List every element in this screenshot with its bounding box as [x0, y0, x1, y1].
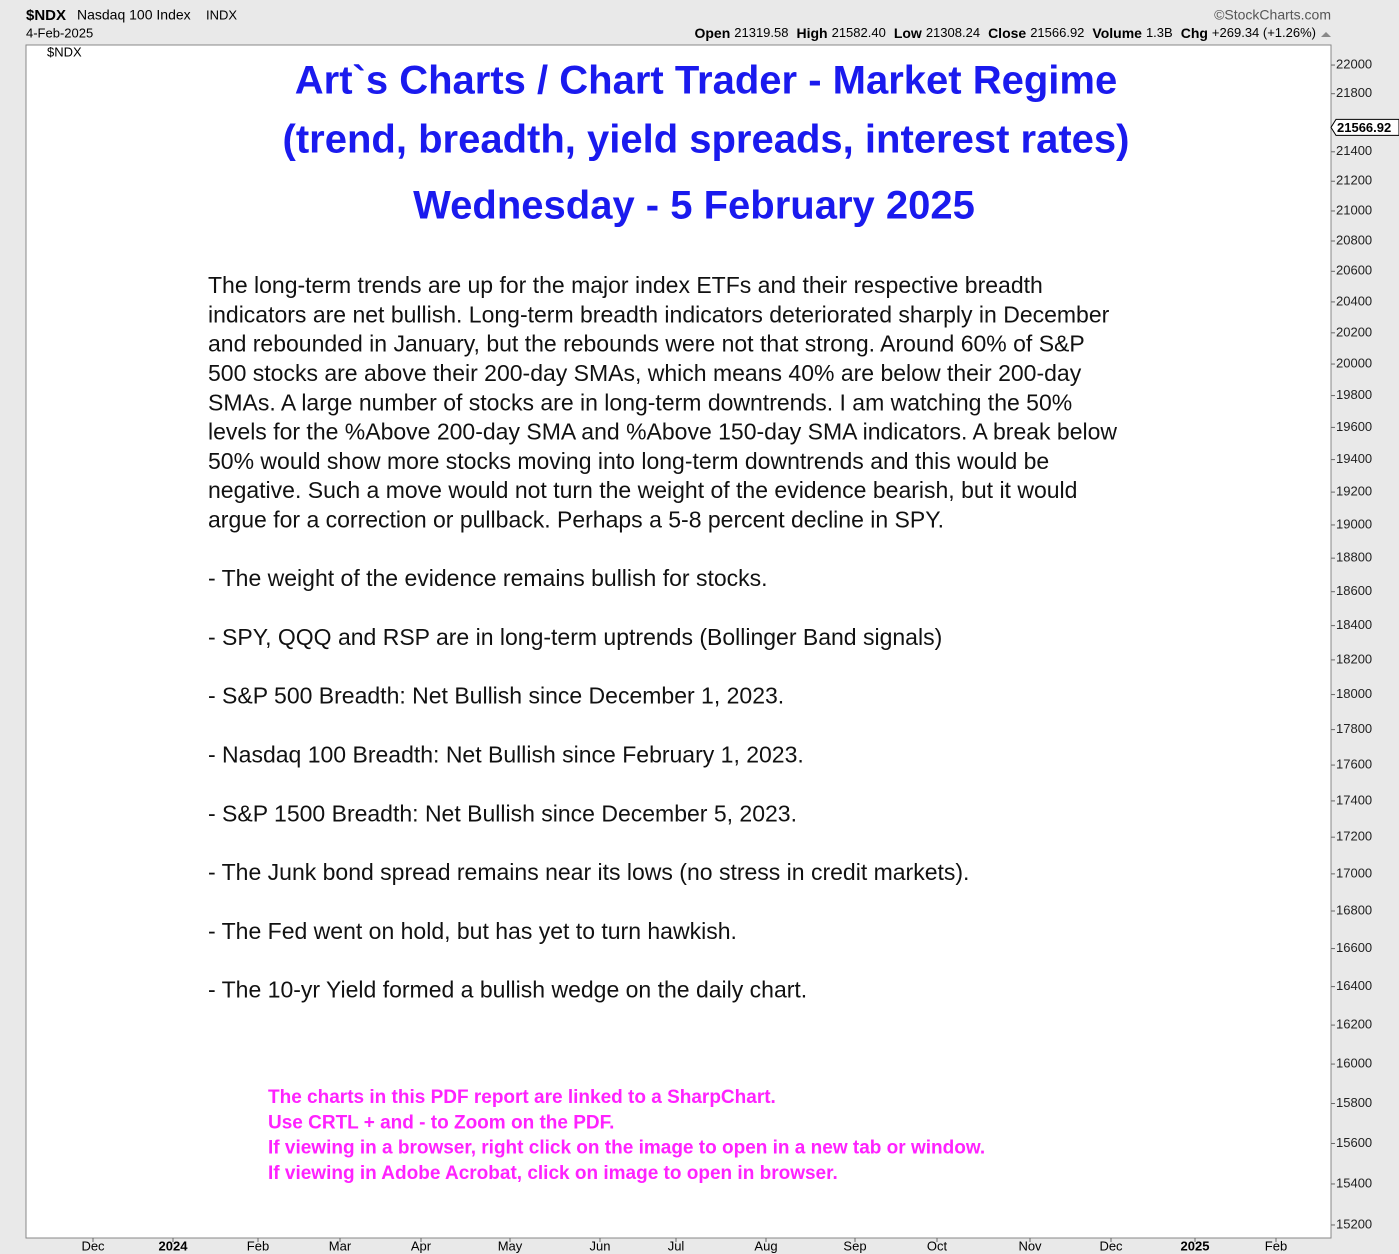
quote-label: High [796, 25, 827, 41]
y-tick-label: 20200 [1336, 324, 1372, 339]
paragraph-line: indicators are net bullish. Long-term br… [208, 301, 1110, 327]
bullet: - The Junk bond spread remains near its … [208, 859, 969, 885]
y-tick-label: 17600 [1336, 757, 1372, 772]
quote-label: Open [694, 25, 730, 41]
y-tick-label: 16600 [1336, 940, 1372, 955]
x-tick-label: Nov [1018, 1238, 1042, 1253]
paragraph-line: argue for a correction or pullback. Perh… [208, 506, 944, 532]
y-tick-label: 18800 [1336, 550, 1372, 565]
y-tick-label: 15800 [1336, 1095, 1372, 1110]
y-tick-label: 22000 [1336, 56, 1372, 71]
y-tick-label: 19800 [1336, 387, 1372, 402]
symbol: $NDX [26, 7, 66, 24]
paragraph-line: 50% would show more stocks moving into l… [208, 448, 1049, 474]
y-tick-label: 20600 [1336, 263, 1372, 278]
y-tick-label: 19000 [1336, 516, 1372, 531]
title-line: (trend, breadth, yield spreads, interest… [283, 118, 1130, 162]
x-tick-label: Sep [843, 1238, 866, 1253]
price-label: 21566.92 [1337, 120, 1391, 135]
y-tick-label: 18600 [1336, 583, 1372, 598]
quote-value: 21566.92 [1030, 25, 1084, 40]
paragraph-line: SMAs. A large number of stocks are in lo… [208, 389, 1072, 415]
note: The charts in this PDF report are linked… [268, 1087, 776, 1108]
x-tick-label: Apr [411, 1238, 432, 1253]
y-tick-label: 16800 [1336, 902, 1372, 917]
bullet: - The weight of the evidence remains bul… [208, 565, 768, 591]
y-tick-label: 18400 [1336, 617, 1372, 632]
quote-value: +269.34 (+1.26%) [1212, 25, 1316, 40]
plot-label: $NDX [47, 44, 82, 59]
bullet: - The Fed went on hold, but has yet to t… [208, 918, 737, 944]
collapse-icon [1321, 32, 1331, 37]
x-tick-label: Jul [668, 1238, 685, 1253]
x-tick-label: Oct [927, 1238, 948, 1253]
y-tick-label: 17400 [1336, 792, 1372, 807]
price-marker [1330, 118, 1399, 136]
y-tick-label: 16000 [1336, 1055, 1372, 1070]
quote-value: 1.3B [1146, 25, 1173, 40]
y-tick-label: 20400 [1336, 293, 1372, 308]
note: Use CRTL + and - to Zoom on the PDF. [268, 1112, 614, 1133]
plot-area [25, 44, 1332, 1239]
y-tick-label: 20800 [1336, 232, 1372, 247]
y-tick-label: 15200 [1336, 1216, 1372, 1231]
source: ©StockCharts.com [1214, 7, 1331, 23]
y-tick-label: 21800 [1336, 85, 1372, 100]
quote-label: Close [988, 25, 1026, 41]
quote-label: Chg [1181, 25, 1208, 41]
x-tick-label: Jun [590, 1238, 611, 1253]
bullet: - The 10-yr Yield formed a bullish wedge… [208, 977, 807, 1003]
y-tick-label: 17000 [1336, 865, 1372, 880]
title-line: Wednesday - 5 February 2025 [413, 184, 975, 228]
note: If viewing in Adobe Acrobat, click on im… [268, 1163, 838, 1184]
quote-label: Volume [1092, 25, 1142, 41]
exchange: INDX [206, 7, 237, 22]
paragraph-line: negative. Such a move would not turn the… [208, 477, 1077, 503]
x-tick-label: 2025 [1181, 1238, 1210, 1253]
bullet: - S&P 1500 Breadth: Net Bullish since De… [208, 800, 797, 826]
y-tick-label: 21400 [1336, 143, 1372, 158]
y-tick-label: 16400 [1336, 978, 1372, 993]
note: If viewing in a browser, right click on … [268, 1138, 985, 1159]
x-tick-label: Aug [754, 1238, 777, 1253]
paragraph-line: levels for the %Above 200-day SMA and %A… [208, 419, 1117, 445]
y-tick-label: 18000 [1336, 686, 1372, 701]
paragraph-line: The long-term trends are up for the majo… [208, 272, 1043, 298]
bullet: - S&P 500 Breadth: Net Bullish since Dec… [208, 683, 784, 709]
y-tick-label: 15400 [1336, 1175, 1372, 1190]
y-tick-label: 19400 [1336, 451, 1372, 466]
date: 4-Feb-2025 [26, 25, 93, 40]
y-tick-label: 17200 [1336, 829, 1372, 844]
index-name: Nasdaq 100 Index [77, 7, 191, 23]
paragraph-line: and rebounded in January, but the reboun… [208, 331, 1085, 357]
y-tick-label: 15600 [1336, 1135, 1372, 1150]
y-tick-label: 16200 [1336, 1017, 1372, 1032]
paragraph-line: 500 stocks are above their 200-day SMAs,… [208, 360, 1082, 386]
y-tick-label: 18200 [1336, 651, 1372, 666]
title-line: Art`s Charts / Chart Trader - Market Reg… [295, 59, 1117, 103]
x-tick-label: Mar [329, 1238, 352, 1253]
x-tick-label: Feb [247, 1238, 269, 1253]
quote-value: 21582.40 [832, 25, 886, 40]
y-tick-label: 19600 [1336, 419, 1372, 434]
bullet: - SPY, QQQ and RSP are in long-term uptr… [208, 624, 942, 650]
y-tick-label: 20000 [1336, 355, 1372, 370]
quote-value: 21308.24 [926, 25, 980, 40]
x-tick-label: Dec [81, 1238, 105, 1253]
x-tick-label: Dec [1099, 1238, 1123, 1253]
x-tick-label: May [498, 1238, 523, 1253]
quote-label: Low [894, 25, 922, 41]
bullet: - Nasdaq 100 Breadth: Net Bullish since … [208, 741, 804, 767]
y-tick-label: 21000 [1336, 202, 1372, 217]
y-tick-label: 19200 [1336, 484, 1372, 499]
y-tick-label: 17800 [1336, 721, 1372, 736]
x-tick-label: 2024 [159, 1238, 189, 1253]
quote: Open 21319.58 High 21582.40 Low 21308.24 Close… [694, 25, 1316, 41]
y-tick-label: 21200 [1336, 173, 1372, 188]
x-tick-label: Feb [1265, 1238, 1287, 1253]
quote-value: 21319.58 [734, 25, 788, 40]
